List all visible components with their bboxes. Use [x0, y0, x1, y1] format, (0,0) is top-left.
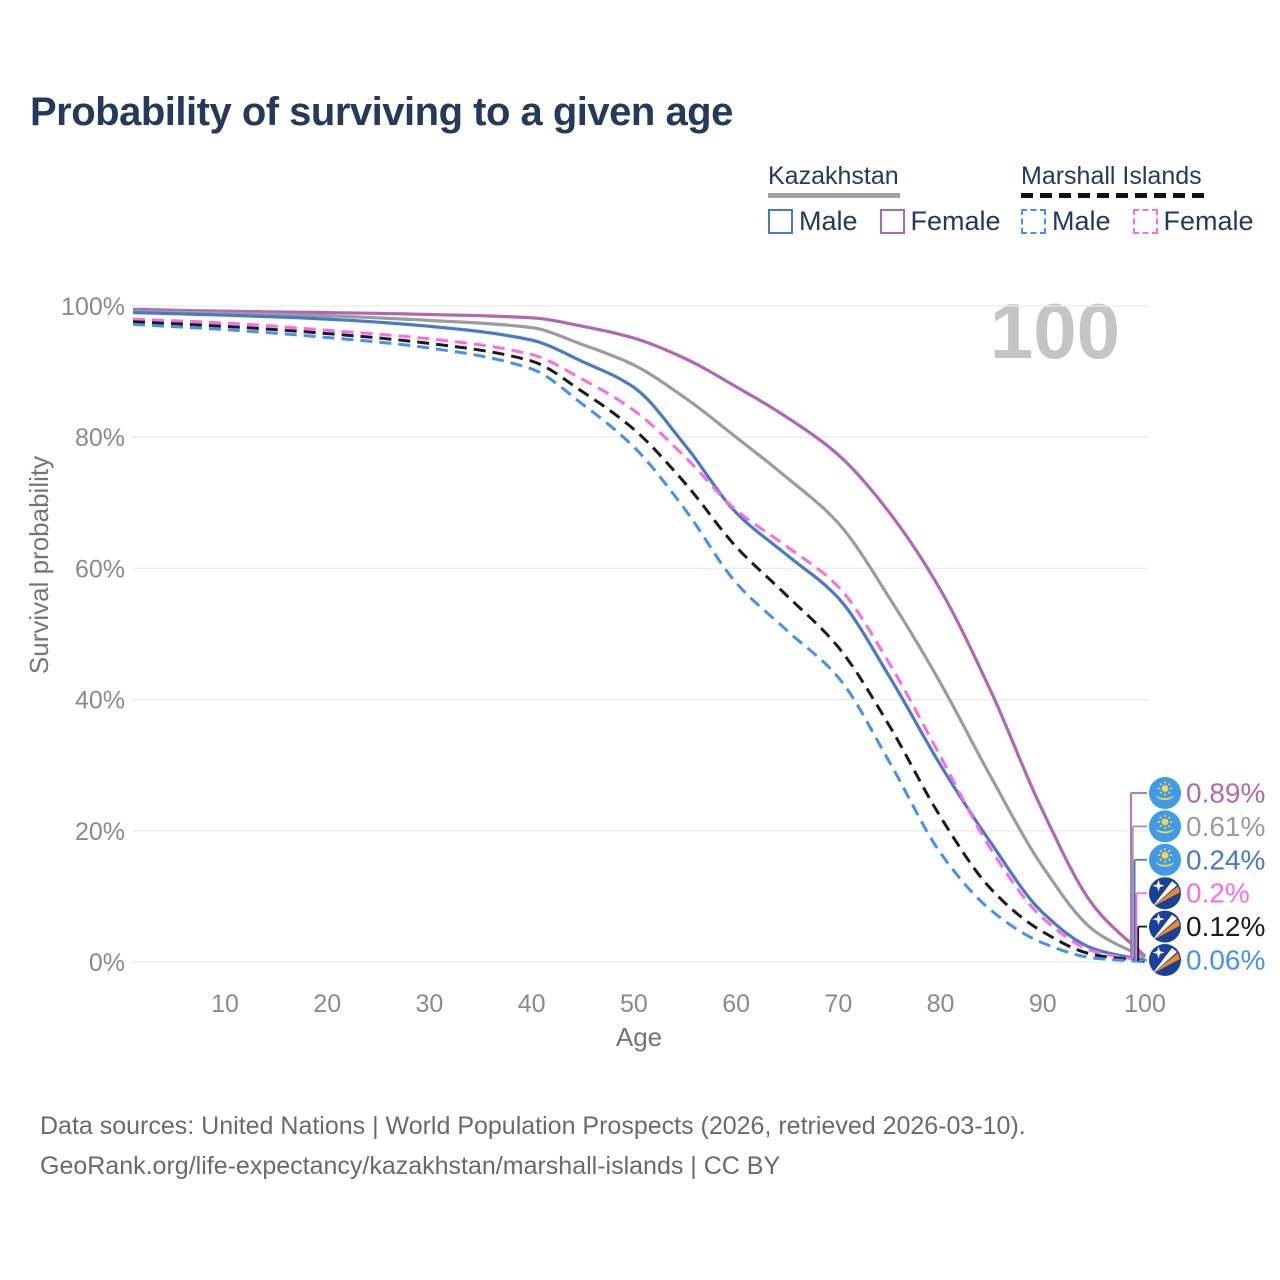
series-line-kazakhstan-both-sexes [132, 309, 1146, 960]
kazakhstan-flag-icon [1149, 810, 1181, 843]
legend-item-label: Female [910, 205, 1001, 236]
age-counter-watermark: 100 [989, 287, 1120, 375]
marshall-islands-flag-icon [1149, 877, 1181, 910]
x-tick-label: 60 [722, 990, 750, 1018]
y-tick-label: 20% [75, 818, 125, 846]
series-line-marshall-islands-female [132, 317, 1146, 963]
legend-underline-dashed [1021, 193, 1207, 198]
legend-item-kazakhstan-female[interactable]: Female [879, 205, 1001, 237]
x-tick-label: 100 [1124, 990, 1166, 1018]
legend-row-marshall-islands: Male Female [1021, 206, 1276, 237]
legend-item-marshall-female[interactable]: Female [1132, 205, 1254, 237]
end-value-label-marshall-islands-male: 0.06% [1186, 945, 1265, 976]
marshall-islands-flag-icon [1149, 944, 1181, 976]
end-value-label-kazakhstan-both-sexes: 0.61% [1186, 811, 1265, 842]
x-tick-label: 80 [927, 990, 955, 1018]
legend-group-marshall-islands: Marshall Islands Male Female [1021, 162, 1276, 237]
kazakhstan-flag-icon [1149, 777, 1181, 809]
x-tick-label: 50 [620, 990, 648, 1018]
series-line-kazakhstan-male [132, 311, 1146, 962]
x-tick-label: 70 [824, 990, 852, 1018]
legend-header-kazakhstan: Kazakhstan [768, 162, 899, 190]
series-line-kazakhstan-female [132, 307, 1147, 958]
legend-item-marshall-male[interactable]: Male [1021, 206, 1111, 237]
legend-group-kazakhstan: Kazakhstan Male Female [768, 162, 1023, 237]
footer: Data sources: United Nations | World Pop… [40, 1106, 1026, 1186]
legend-swatch-kazakhstan-female [879, 208, 905, 234]
legend-swatch-marshall-male [1021, 208, 1046, 234]
page-title: Probability of surviving to a given age [30, 90, 733, 134]
end-value-label-marshall-islands-both-sexes: 0.12% [1186, 911, 1265, 942]
x-tick-label: 10 [211, 990, 239, 1018]
y-tick-label: 60% [75, 555, 125, 583]
legend-header-marshall-islands: Marshall Islands [1021, 162, 1202, 190]
y-tick-label: 80% [75, 424, 125, 452]
series-line-marshall-islands-both-sexes [132, 320, 1146, 963]
marshall-islands-flag-icon [1149, 910, 1181, 943]
legend-swatch-kazakhstan-male [768, 208, 793, 234]
x-tick-label: 30 [416, 990, 444, 1018]
x-axis-title: Age [616, 1022, 662, 1052]
legend-item-kazakhstan-male[interactable]: Male [768, 206, 858, 237]
end-value-label-kazakhstan-male: 0.24% [1186, 844, 1265, 875]
x-tick-label: 40 [518, 990, 546, 1018]
x-tick-label: 20 [313, 990, 341, 1018]
legend-item-label: Male [799, 205, 858, 236]
end-value-label-marshall-islands-female: 0.2% [1186, 878, 1250, 909]
y-tick-label: 40% [75, 687, 125, 715]
y-tick-label: 100% [61, 293, 125, 321]
kazakhstan-flag-icon [1149, 843, 1181, 876]
end-value-label-kazakhstan-female: 0.89% [1186, 778, 1265, 809]
series-line-marshall-islands-male [132, 322, 1146, 964]
footer-data-sources: Data sources: United Nations | World Pop… [40, 1112, 1026, 1140]
x-tick-label: 90 [1029, 990, 1057, 1018]
y-axis-title: Survival probability [24, 456, 54, 674]
legend-row-kazakhstan: Male Female [768, 206, 1023, 237]
legend-item-label: Female [1163, 205, 1254, 236]
legend-swatch-marshall-female [1132, 208, 1158, 234]
footer-attribution-link: GeoRank.org/life-expectancy/kazakhstan/m… [40, 1152, 781, 1180]
legend-underline-solid [768, 193, 900, 198]
y-tick-label: 0% [89, 949, 125, 977]
legend-item-label: Male [1052, 205, 1111, 236]
